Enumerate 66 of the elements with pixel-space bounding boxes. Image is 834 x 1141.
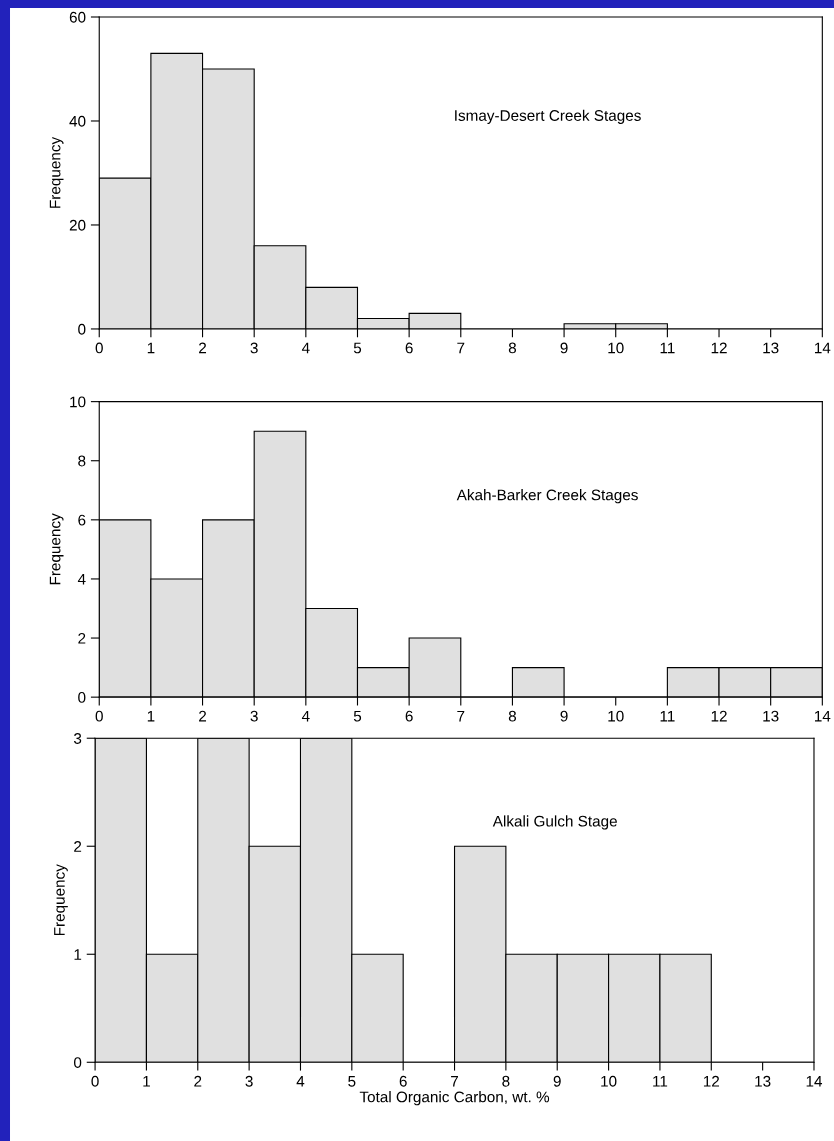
y-tick-label: 10	[70, 396, 86, 408]
y-tick-label: 0	[73, 1057, 82, 1068]
x-tick-label: 12	[703, 1075, 720, 1087]
y-tick-label: 0	[78, 323, 86, 335]
x-tick-label: 1	[143, 1076, 150, 1087]
x-tick-label: 1	[147, 342, 155, 354]
y-tick-label: 40	[69, 115, 86, 127]
x-tick-label: 2	[194, 1075, 202, 1087]
y-axis-title: Frequency	[54, 864, 68, 936]
y-axis-title: Frequency	[49, 136, 64, 208]
y-tick-label: 60	[69, 11, 86, 23]
x-tick-label: 14	[814, 342, 831, 354]
x-tick-label: 13	[763, 710, 779, 722]
x-tick-label: 9	[560, 342, 568, 354]
annotation: Akah-Barker Creek Stages	[456, 489, 638, 504]
y-tick-label: 4	[77, 573, 86, 585]
x-tick-label: 14	[814, 710, 831, 722]
x-tick-label: 10	[601, 1075, 617, 1087]
x-tick-label: 12	[711, 710, 727, 722]
x-tick-label: 9	[560, 710, 568, 722]
annotation: Ismay-Desert Creek Stages	[455, 109, 641, 124]
y-axis-title: Frequency	[49, 513, 64, 585]
x-tick-label: 3	[245, 1075, 253, 1087]
x-tick-label: 5	[348, 1076, 356, 1087]
x-tick-label: 3	[250, 710, 258, 722]
x-tick-label: 5	[353, 710, 362, 722]
x-tick-label: 6	[405, 342, 413, 354]
y-tick-label: 3	[73, 733, 82, 744]
y-tick-label: 1	[74, 949, 82, 960]
x-tick-label: 4	[301, 342, 310, 354]
x-tick-label: 10	[608, 342, 624, 354]
x-tick-label: 4	[296, 1076, 305, 1087]
x-tick-label: 11	[653, 1076, 668, 1087]
annotation: Alkali Gulch Stage	[492, 815, 617, 830]
x-tick-label: 10	[608, 710, 624, 722]
x-tick-label: 8	[508, 342, 517, 354]
x-tick-label: 9	[553, 1075, 561, 1087]
x-tick-label: 7	[457, 342, 465, 354]
x-tick-label: 14	[806, 1076, 823, 1087]
x-tick-label: 13	[755, 1075, 771, 1087]
x-tick-label: 2	[199, 342, 207, 354]
y-tick-label: 6	[78, 514, 86, 526]
x-axis-title: Total Organic Carbon, wt. %	[359, 1091, 550, 1106]
x-tick-label: 0	[91, 1075, 99, 1087]
x-tick-label: 11	[660, 342, 675, 354]
x-tick-label: 0	[95, 710, 103, 722]
x-tick-label: 1	[147, 710, 155, 722]
x-tick-label: 7	[457, 710, 465, 722]
x-tick-label: 4	[301, 710, 310, 722]
x-tick-label: 2	[199, 710, 207, 722]
x-tick-label: 8	[502, 1075, 510, 1087]
y-tick-label: 2	[74, 841, 82, 852]
x-tick-label: 5	[353, 342, 362, 354]
x-tick-label: 6	[399, 1075, 407, 1087]
y-tick-label: 20	[69, 219, 86, 231]
y-tick-label: 2	[78, 632, 86, 644]
x-tick-label: 8	[508, 710, 517, 722]
x-tick-label: 0	[95, 342, 103, 354]
x-tick-label: 12	[711, 342, 727, 354]
y-tick-label: 0	[78, 692, 86, 703]
x-tick-label: 6	[405, 710, 413, 722]
x-tick-label: 7	[451, 1076, 459, 1087]
y-tick-label: 8	[78, 455, 86, 467]
x-tick-label: 13	[763, 342, 779, 354]
x-tick-label: 3	[250, 342, 258, 354]
x-tick-label: 11	[660, 710, 675, 722]
